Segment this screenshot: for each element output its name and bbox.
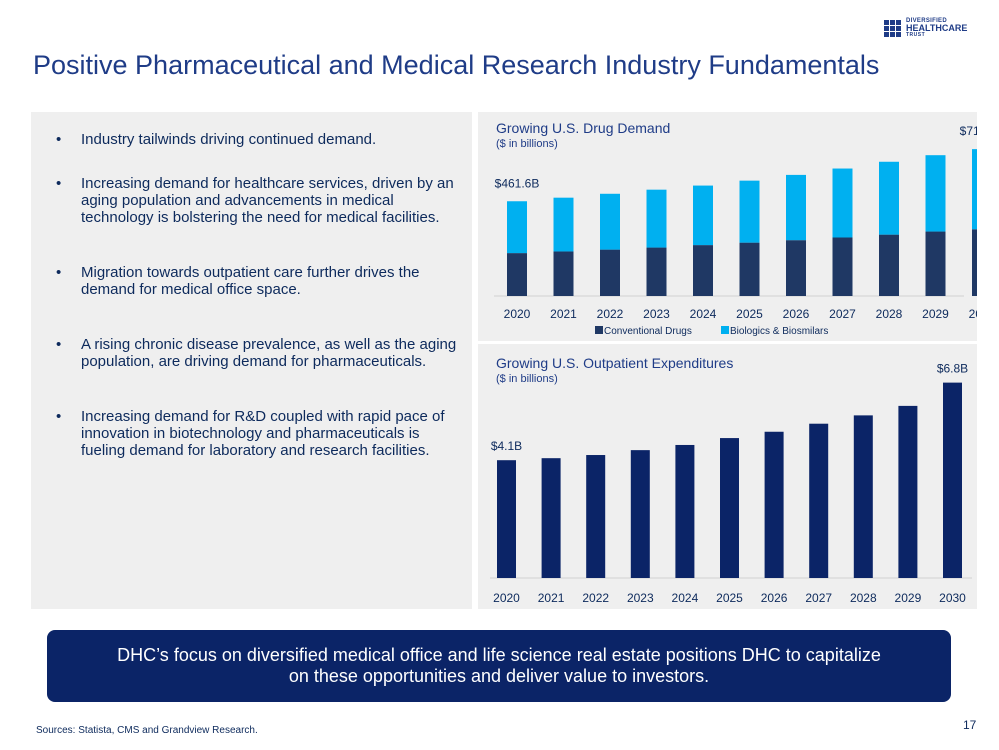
logo-line-1: DIVERSIFIED (906, 18, 947, 24)
x-tick-label: 2025 (736, 307, 763, 321)
x-tick-label: 2029 (895, 591, 922, 605)
legend-swatch (595, 326, 603, 334)
x-tick-label: 2026 (761, 591, 788, 605)
x-tick-label: 2029 (922, 307, 949, 321)
bar-conventional-2027 (832, 237, 853, 296)
bullet-item: • Migration towards outpatient care furth… (56, 264, 420, 298)
bullet-dot: • (56, 408, 62, 425)
bar-conventional-2026 (786, 240, 806, 296)
page-title: Positive Pharmaceutical and Medical Rese… (33, 50, 880, 80)
x-tick-label: 2020 (504, 307, 531, 321)
legend-entry: Conventional Drugs (604, 326, 692, 337)
bar-biologics-2025 (739, 180, 760, 243)
bar-2021 (541, 458, 561, 578)
bar-2020 (497, 460, 516, 578)
bar-2028 (853, 415, 873, 578)
x-tick-label: 2026 (783, 307, 810, 321)
bar-2030 (943, 382, 962, 578)
bar-biologics-2023 (646, 189, 667, 248)
drug-demand-svg: 2020 $461.6B 2021 2022 2023 2024 2025 2026 2027 2… (494, 124, 977, 337)
bar-conventional-2025 (739, 242, 760, 296)
data-label: $461.6B (495, 176, 540, 190)
sources-note: Sources: Statista, CMS and Grandview Res… (36, 725, 258, 736)
chart-subtitle: ($ in billions) (496, 373, 558, 385)
bar-conventional-2022 (600, 249, 620, 296)
outpatient-expenditure-chart: Growing U.S. Outpatient Expenditures ($ … (478, 344, 977, 609)
x-tick-label: 2022 (582, 591, 609, 605)
bullet-item: • A rising chronic disease prevalence, as… (56, 336, 457, 370)
bar-conventional-2028 (879, 234, 899, 296)
x-tick-label: 2021 (550, 307, 577, 321)
bar-biologics-2022 (600, 193, 620, 250)
summary-banner: DHC’s focus on diversified medical offic… (47, 630, 951, 702)
bullet-item: • Increasing demand for healthcare servic… (56, 175, 454, 226)
bar-2027 (809, 423, 829, 578)
bar-conventional-2021 (553, 251, 574, 296)
logo-line-2: HEALTHCARE (906, 23, 968, 33)
data-label: $6.8B (937, 362, 968, 376)
page-number: 17 (963, 718, 977, 732)
chart-subtitle: ($ in billions) (496, 138, 558, 150)
x-tick-label: 2024 (672, 591, 699, 605)
legend-entry: Biologics & Biosmilars (730, 326, 828, 337)
x-tick-label: 2024 (690, 307, 717, 321)
x-tick-label: 2023 (627, 591, 654, 605)
data-label: $4.1B (491, 439, 522, 453)
bar-biologics-2021 (553, 197, 574, 252)
x-tick-label: 2027 (829, 307, 856, 321)
x-tick-label: 2023 (643, 307, 670, 321)
bar-conventional-2029 (925, 231, 946, 296)
bar-biologics-2030 (972, 149, 977, 230)
bar-biologics-2026 (786, 174, 806, 241)
x-tick-label: 2022 (597, 307, 624, 321)
bullet-panel: • Industry tailwinds driving continued de… (31, 112, 472, 609)
data-label: $715.5B (960, 124, 977, 138)
outpatient-svg: 2020 $4.1B 2021 2022 2023 2024 2025 2026 2027 202… (490, 362, 972, 605)
company-logo: DIVERSIFIED HEALTHCARE TRUST (884, 18, 967, 38)
bar-biologics-2029 (925, 155, 946, 232)
bar-2022 (586, 455, 606, 578)
bar-biologics-2020 (507, 201, 527, 254)
bar-conventional-2024 (693, 245, 713, 296)
bullet-dot: • (56, 264, 62, 281)
legend-swatch (721, 326, 729, 334)
bar-2029 (898, 405, 918, 578)
bullet-list: • Industry tailwinds driving continued de… (55, 131, 465, 486)
x-tick-label: 2030 (939, 591, 966, 605)
bar-conventional-2023 (646, 247, 667, 296)
x-tick-label: 2027 (805, 591, 832, 605)
x-tick-label: 2025 (716, 591, 743, 605)
bullet-item: • Industry tailwinds driving continued de… (56, 131, 377, 148)
bar-biologics-2027 (832, 168, 853, 238)
bullet-dot: • (56, 336, 62, 353)
bar-biologics-2024 (693, 185, 713, 246)
bar-2025 (720, 438, 739, 578)
bar-2023 (630, 450, 650, 578)
logo-grid-icon (884, 19, 901, 37)
bar-biologics-2028 (879, 161, 899, 235)
bullet-item: • Increasing demand for R&D coupled with … (56, 408, 445, 459)
chart-title: Growing U.S. Outpatient Expenditures (496, 355, 734, 371)
logo-line-3: TRUST (906, 32, 926, 38)
drug-demand-chart: Growing U.S. Drug Demand ($ in billions)… (478, 112, 977, 341)
bar-2026 (764, 431, 784, 578)
chart-title: Growing U.S. Drug Demand (496, 120, 671, 136)
x-tick-label: 2028 (850, 591, 877, 605)
bar-2024 (675, 444, 695, 578)
x-tick-label: 2020 (493, 591, 520, 605)
bullet-dot: • (56, 131, 62, 148)
bar-conventional-2020 (507, 253, 527, 296)
x-tick-label: 2028 (876, 307, 903, 321)
x-tick-label: 2021 (538, 591, 565, 605)
x-tick-label: 2030 (969, 307, 977, 321)
bullet-dot: • (56, 175, 62, 192)
bar-conventional-2030 (972, 229, 977, 296)
